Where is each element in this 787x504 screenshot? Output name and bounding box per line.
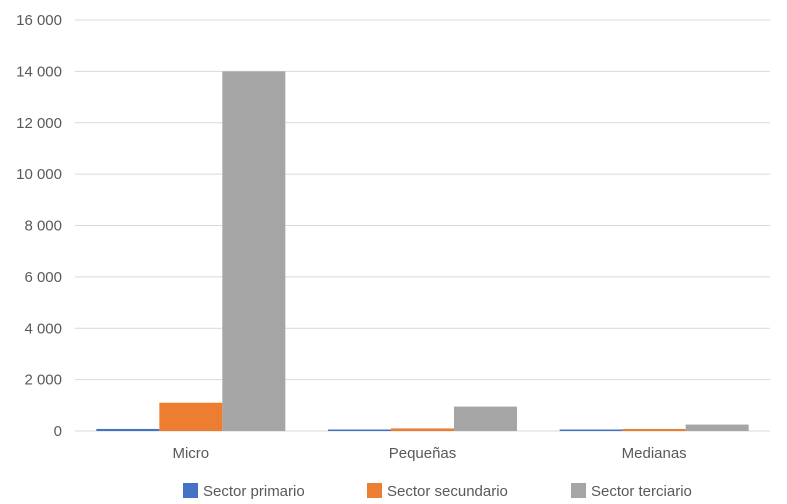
y-tick-label: 4 000: [24, 320, 62, 337]
legend-item: Sector secundario: [367, 483, 508, 500]
y-tick-label: 8 000: [24, 218, 62, 235]
legend-item: Sector primario: [183, 483, 305, 500]
legend-label: Sector primario: [203, 483, 305, 499]
x-axis-category-labels: Micro Pequeñas Medianas: [172, 445, 686, 462]
legend-label: Sector terciario: [591, 483, 692, 499]
bar: [391, 428, 454, 431]
bar: [622, 428, 686, 431]
x-category-label: Pequeñas: [389, 445, 457, 462]
bar: [328, 429, 391, 431]
x-category-label: Micro: [172, 445, 209, 462]
legend-swatch: [367, 483, 382, 498]
bar: [96, 428, 160, 431]
bar: [222, 71, 286, 431]
y-tick-label: 0: [54, 423, 62, 440]
y-tick-label: 16 000: [16, 12, 62, 29]
legend: Sector primario Sector secundario Sector t…: [183, 483, 692, 500]
y-tick-label: 2 000: [24, 372, 62, 389]
legend-swatch: [183, 483, 198, 498]
x-category-label: Medianas: [622, 445, 687, 462]
bars: [96, 71, 749, 431]
y-tick-label: 10 000: [16, 166, 62, 183]
y-tick-label: 14 000: [16, 63, 62, 80]
y-axis-tick-labels: 0 2 000 4 000 6 000 8 000 10 000 12 000 14 000 1…: [16, 12, 62, 440]
bar: [159, 402, 223, 431]
legend-label: Sector secundario: [387, 483, 508, 499]
bar: [685, 424, 749, 431]
y-tick-label: 6 000: [24, 269, 62, 286]
y-tick-label: 12 000: [16, 115, 62, 132]
legend-item: Sector terciario: [571, 483, 692, 500]
bar: [454, 406, 517, 431]
bar: [559, 429, 623, 431]
legend-swatch: [571, 483, 586, 498]
gridlines: [75, 19, 770, 432]
